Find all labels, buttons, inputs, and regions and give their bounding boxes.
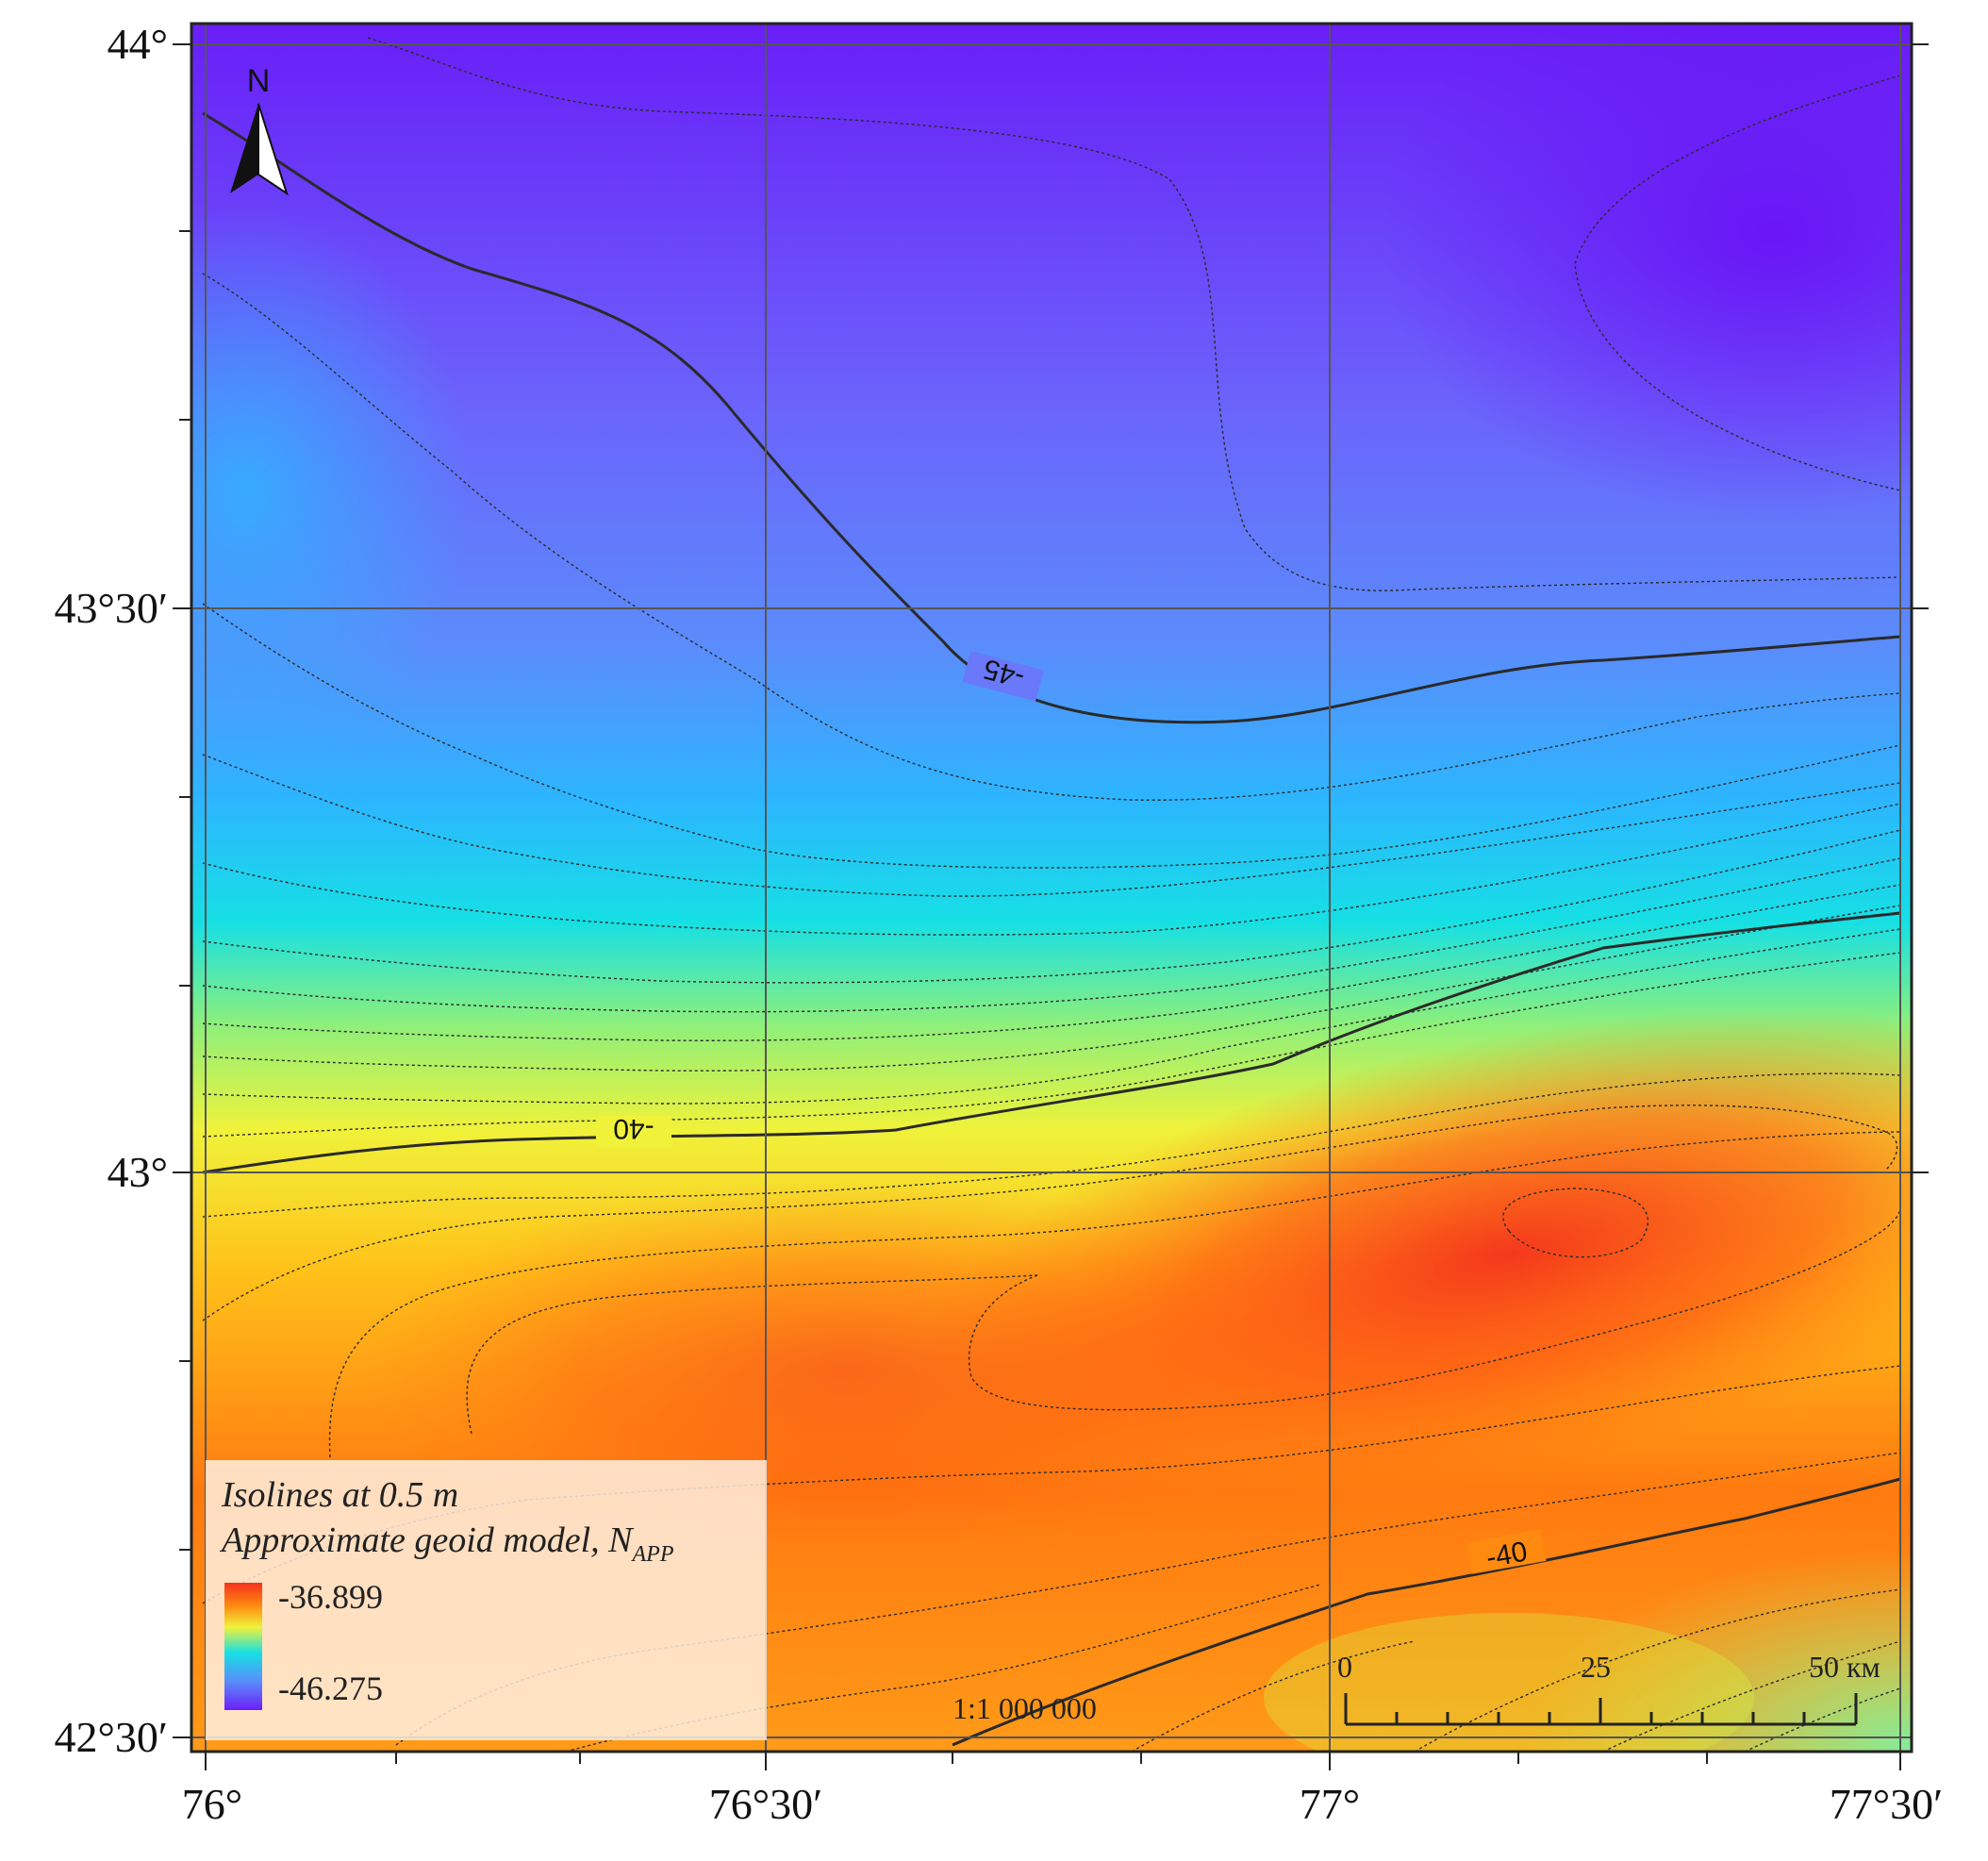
isoline-major--45 [202,111,1901,724]
lon-tick-77: 77° [1300,1780,1360,1828]
isolines-minor [202,37,1901,1752]
contour-label-minus40-south: -40 [1466,1529,1547,1574]
lon-tick-77-30: 77°30′ [1830,1780,1943,1828]
scale-bar: 1:1 000 000 0 25 50 км [953,1650,1880,1726]
lon-tick-76-30: 76°30′ [709,1780,822,1828]
lat-tick-43: 43° [108,1148,168,1196]
contour-label-minus40-north: -40 [596,1113,671,1148]
lat-tick-42-30: 42°30′ [55,1713,168,1761]
longitude-labels: 76° 76°30′ 77° 77°30′ [182,1780,1943,1828]
lon-tick-76: 76° [182,1780,242,1828]
lat-tick-44: 44° [108,20,168,68]
latitude-labels: 44° 43°30′ 43° 42°30′ [55,20,168,1761]
scale-tick-50: 50 км [1809,1650,1880,1684]
legend-max-value: -36.899 [278,1578,383,1616]
legend-min-value: -46.275 [278,1670,383,1707]
legend-model-title: Approximate geoid model, NAPP [219,1520,674,1567]
north-arrow-icon [230,103,289,196]
north-arrow-label: N [247,63,271,99]
lat-tick-43-30: 43°30′ [55,584,168,632]
scale-bar-line [1344,1693,1858,1726]
contour-label-minus45: -45 [962,651,1044,702]
svg-text:-40: -40 [613,1113,654,1144]
svg-text:-40: -40 [1484,1537,1530,1574]
legend: Isolines at 0.5 m Approximate geoid mode… [206,1460,767,1740]
legend-isolines-note: Isolines at 0.5 m [221,1475,458,1515]
legend-color-bar [224,1583,262,1710]
scale-ratio: 1:1 000 000 [953,1691,1097,1725]
north-arrow: N [230,63,289,196]
isoline-major--40-south [952,1477,1901,1747]
scale-tick-0: 0 [1337,1650,1352,1684]
frame-ticks [173,43,1929,1770]
legend-background [206,1460,767,1740]
map-frame-border [190,22,1913,1753]
isoline-major--40-north [202,911,1901,1174]
isolines [202,37,1901,1752]
scale-tick-25: 25 [1581,1650,1611,1684]
